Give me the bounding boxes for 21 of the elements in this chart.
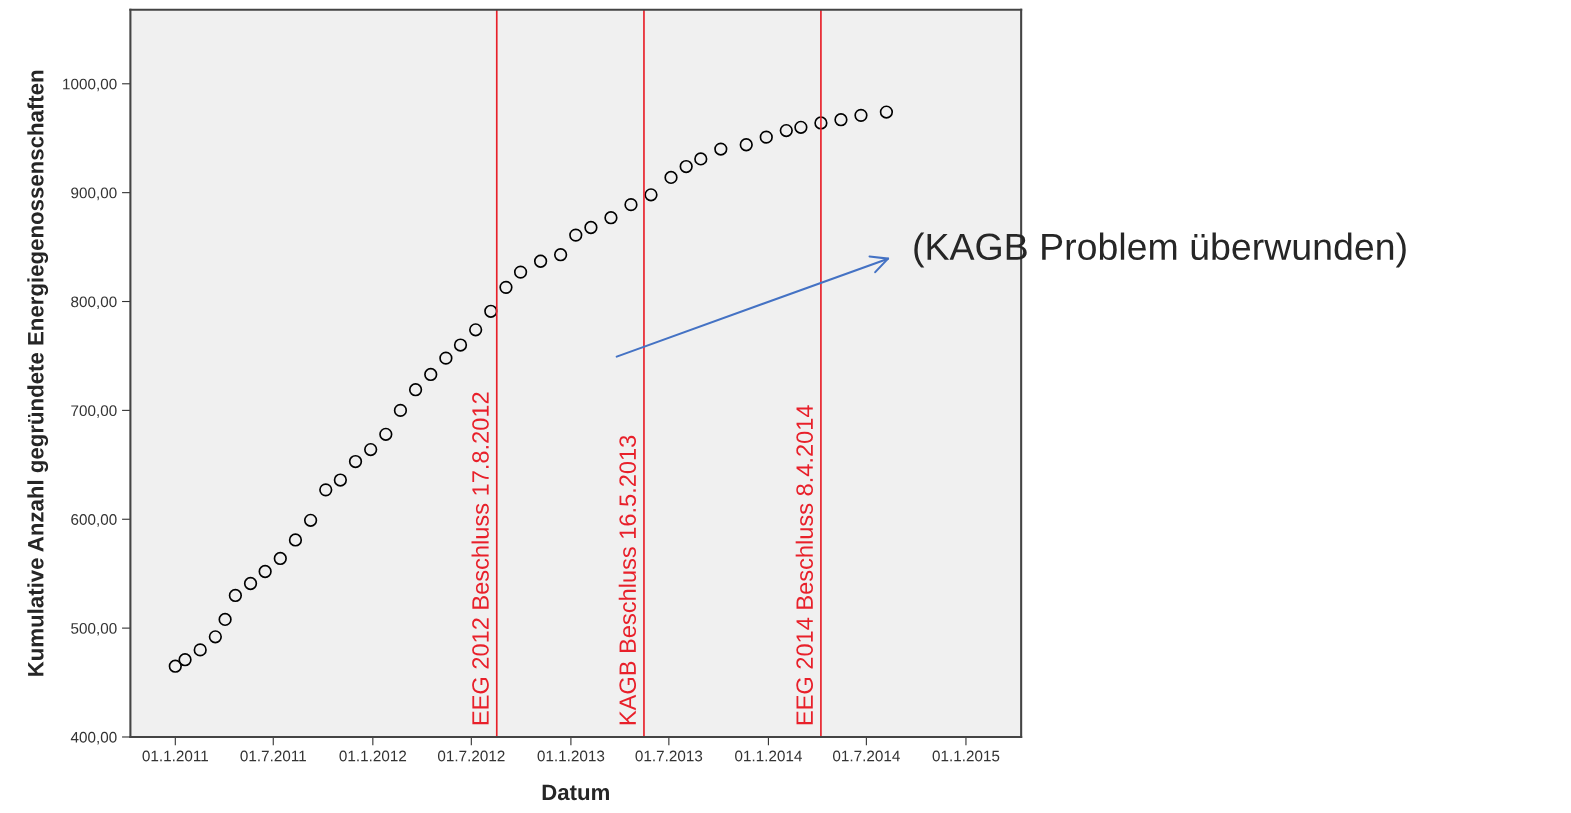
y-axis-title: Kumulative Anzahl gegründete Energiegenossenschaften	[27, 70, 49, 676]
x-axis-title: Datum	[542, 784, 609, 801]
ref-line-label: KAGB Beschluss 16.5.2013	[618, 435, 637, 725]
x-tick-label: 01.1.2014	[735, 750, 802, 762]
y-tick-label: 1000,00	[63, 78, 117, 92]
y-tick-label: 900,00	[71, 187, 117, 201]
x-tick-label: 01.1.2011	[142, 750, 208, 762]
x-tick-label: 01.1.2012	[339, 750, 407, 762]
ref-line-label: EEG 2012 Beschluss 17.8.2012	[471, 392, 489, 725]
y-tick-label: 500,00	[71, 622, 117, 636]
x-tick-label: 01.1.2013	[537, 750, 605, 762]
y-tick-label: 700,00	[71, 405, 117, 418]
x-tick-label: 01.7.2012	[437, 750, 505, 762]
y-tick-label: 600,00	[71, 514, 117, 527]
y-tick-label: 400,00	[70, 731, 117, 745]
x-tick-label: 01.7.2013	[635, 750, 703, 762]
ref-line-label: EEG 2014 Beschluss 8.4.2014	[795, 405, 814, 725]
x-tick-label: 01.7.2011	[240, 750, 306, 762]
y-tick-label: 800,00	[71, 296, 117, 310]
x-tick-label: 01.1.2015	[932, 750, 1000, 762]
x-tick-label: 01.7.2014	[832, 750, 900, 762]
